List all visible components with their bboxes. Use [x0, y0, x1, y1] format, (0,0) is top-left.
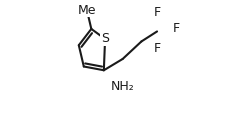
Text: F: F — [172, 22, 179, 35]
Text: NH₂: NH₂ — [111, 80, 134, 93]
Text: Me: Me — [78, 4, 96, 17]
Text: F: F — [153, 42, 161, 55]
Text: F: F — [153, 6, 161, 19]
Text: S: S — [101, 33, 109, 45]
